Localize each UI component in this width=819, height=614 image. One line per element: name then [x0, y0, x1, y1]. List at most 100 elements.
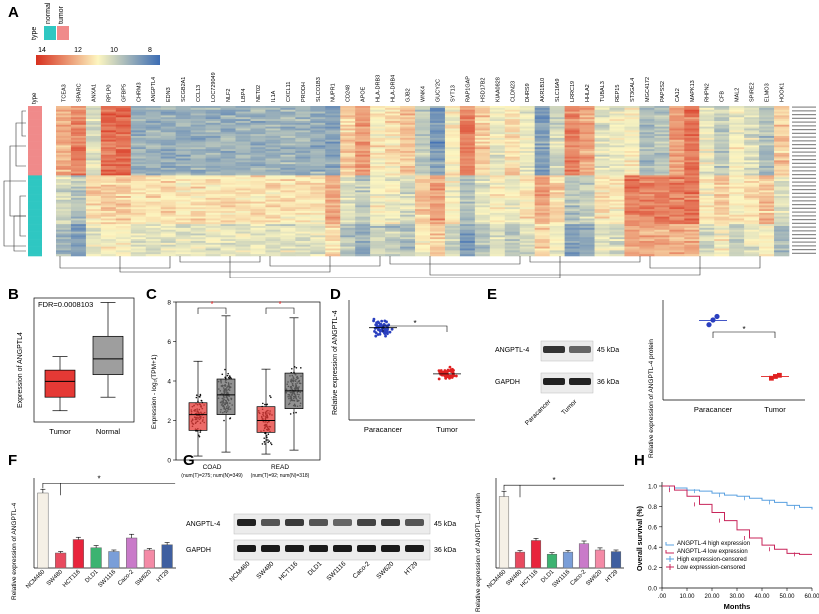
heatmap-cell	[235, 182, 251, 186]
heatmap-cell	[444, 152, 461, 156]
heatmap-cell	[519, 211, 535, 214]
heatmap-cell	[639, 164, 655, 167]
heatmap-cell	[594, 177, 610, 180]
heatmap-cell	[145, 220, 162, 223]
heatmap-cell	[744, 186, 760, 189]
heatmap-cell	[609, 205, 625, 208]
heatmap-cell	[280, 226, 296, 229]
heatmap-cell	[265, 207, 281, 210]
heatmap-cell	[205, 242, 221, 246]
heatmap-cell	[759, 233, 775, 236]
heatmap-cell	[444, 242, 461, 246]
heatmap-cell	[654, 239, 670, 242]
heatmap-cell	[145, 241, 162, 244]
heatmap-cell	[340, 190, 356, 193]
heatmap-cell	[684, 248, 700, 251]
heatmap-cell	[534, 106, 550, 109]
heatmap-cell	[400, 237, 416, 240]
heatmap-cell	[85, 166, 102, 169]
heatmap-cell	[489, 130, 506, 133]
heatmap-cell	[250, 244, 266, 247]
heatmap-cell	[714, 167, 730, 171]
heatmap-cell	[265, 203, 281, 206]
panel-h-ytick-1.0: 1.0	[648, 484, 657, 491]
heatmap-cell	[400, 199, 416, 202]
heatmap-cell	[489, 111, 506, 114]
heatmap-cell	[160, 179, 176, 182]
heatmap-cell	[85, 175, 102, 178]
heatmap-cell	[669, 156, 685, 159]
heatmap-cell	[235, 121, 251, 124]
heatmap-cell	[444, 179, 461, 182]
heatmap-cell	[474, 111, 491, 114]
heatmap-cell	[145, 239, 162, 242]
heatmap-cell	[400, 231, 416, 234]
heatmap-cell	[385, 216, 401, 219]
panel-c-point	[269, 442, 272, 444]
heatmap-cell	[160, 122, 176, 126]
heatmap-cell	[534, 216, 550, 219]
heatmap-cell	[85, 149, 102, 152]
heatmap-cell	[265, 197, 281, 201]
heatmap-cell	[145, 107, 162, 111]
sample-id-label	[792, 121, 816, 123]
heatmap-cell	[744, 205, 760, 208]
heatmap-cell	[310, 166, 326, 169]
heatmap-cell	[385, 186, 401, 189]
heatmap-cell	[519, 201, 535, 204]
panel-c-point	[266, 436, 268, 439]
heatmap-cell	[669, 244, 685, 247]
heatmap-cell	[325, 192, 341, 195]
panel-d-point	[390, 327, 394, 331]
heatmap-cell	[564, 211, 580, 214]
heatmap-cell	[235, 149, 251, 152]
heatmap-cell	[235, 169, 251, 172]
sample-id-label	[792, 189, 816, 191]
heatmap-cell	[594, 109, 610, 112]
heatmap-cell	[70, 241, 87, 244]
heatmap-cell	[160, 107, 176, 111]
heatmap-cell	[250, 252, 266, 255]
heatmap-cell	[669, 222, 685, 225]
heatmap-cell	[729, 209, 745, 212]
heatmap-cell	[639, 181, 655, 184]
heatmap-cell	[370, 184, 386, 187]
heatmap-cell	[624, 177, 640, 180]
heatmap-cell	[310, 132, 326, 135]
panel-f-sig: *	[97, 474, 100, 483]
heatmap-cell	[70, 122, 87, 126]
heatmap-cell	[370, 152, 386, 156]
heatmap-cell	[295, 130, 311, 133]
heatmap-cell	[85, 246, 102, 249]
heatmap-cell	[145, 149, 162, 152]
type-bar-cell	[28, 235, 42, 238]
heatmap-cell	[145, 171, 162, 174]
heatmap-cell	[444, 141, 461, 144]
heatmap-cell	[489, 136, 506, 139]
heatmap-cell	[56, 171, 72, 174]
heatmap-cell	[175, 220, 191, 223]
heatmap-cell	[280, 248, 296, 251]
heatmap-cell	[400, 136, 416, 139]
heatmap-cell	[325, 248, 341, 251]
heatmap-cell	[594, 194, 610, 197]
heatmap-cell	[699, 126, 715, 129]
heatmap-cell	[235, 227, 251, 231]
heatmap-cell	[265, 214, 281, 217]
heatmap-cell	[56, 201, 72, 204]
heatmap-cell	[429, 119, 446, 122]
heatmap-cell	[564, 134, 580, 137]
column-dendrogram-branch	[59, 256, 171, 269]
heatmap-cell	[340, 139, 356, 142]
heatmap-cell	[400, 203, 416, 206]
panel-g-xtick-4: SW1116	[552, 569, 572, 589]
heatmap-cell	[579, 124, 595, 127]
panel-c-point	[295, 367, 298, 369]
heatmap-cell	[145, 164, 162, 167]
heatmap-cell	[489, 137, 506, 141]
heatmap-cell	[190, 237, 206, 240]
heatmap-cell	[70, 171, 87, 174]
panel-c-point	[269, 395, 271, 397]
heatmap-cell	[115, 222, 132, 225]
heatmap-cell	[579, 111, 595, 114]
